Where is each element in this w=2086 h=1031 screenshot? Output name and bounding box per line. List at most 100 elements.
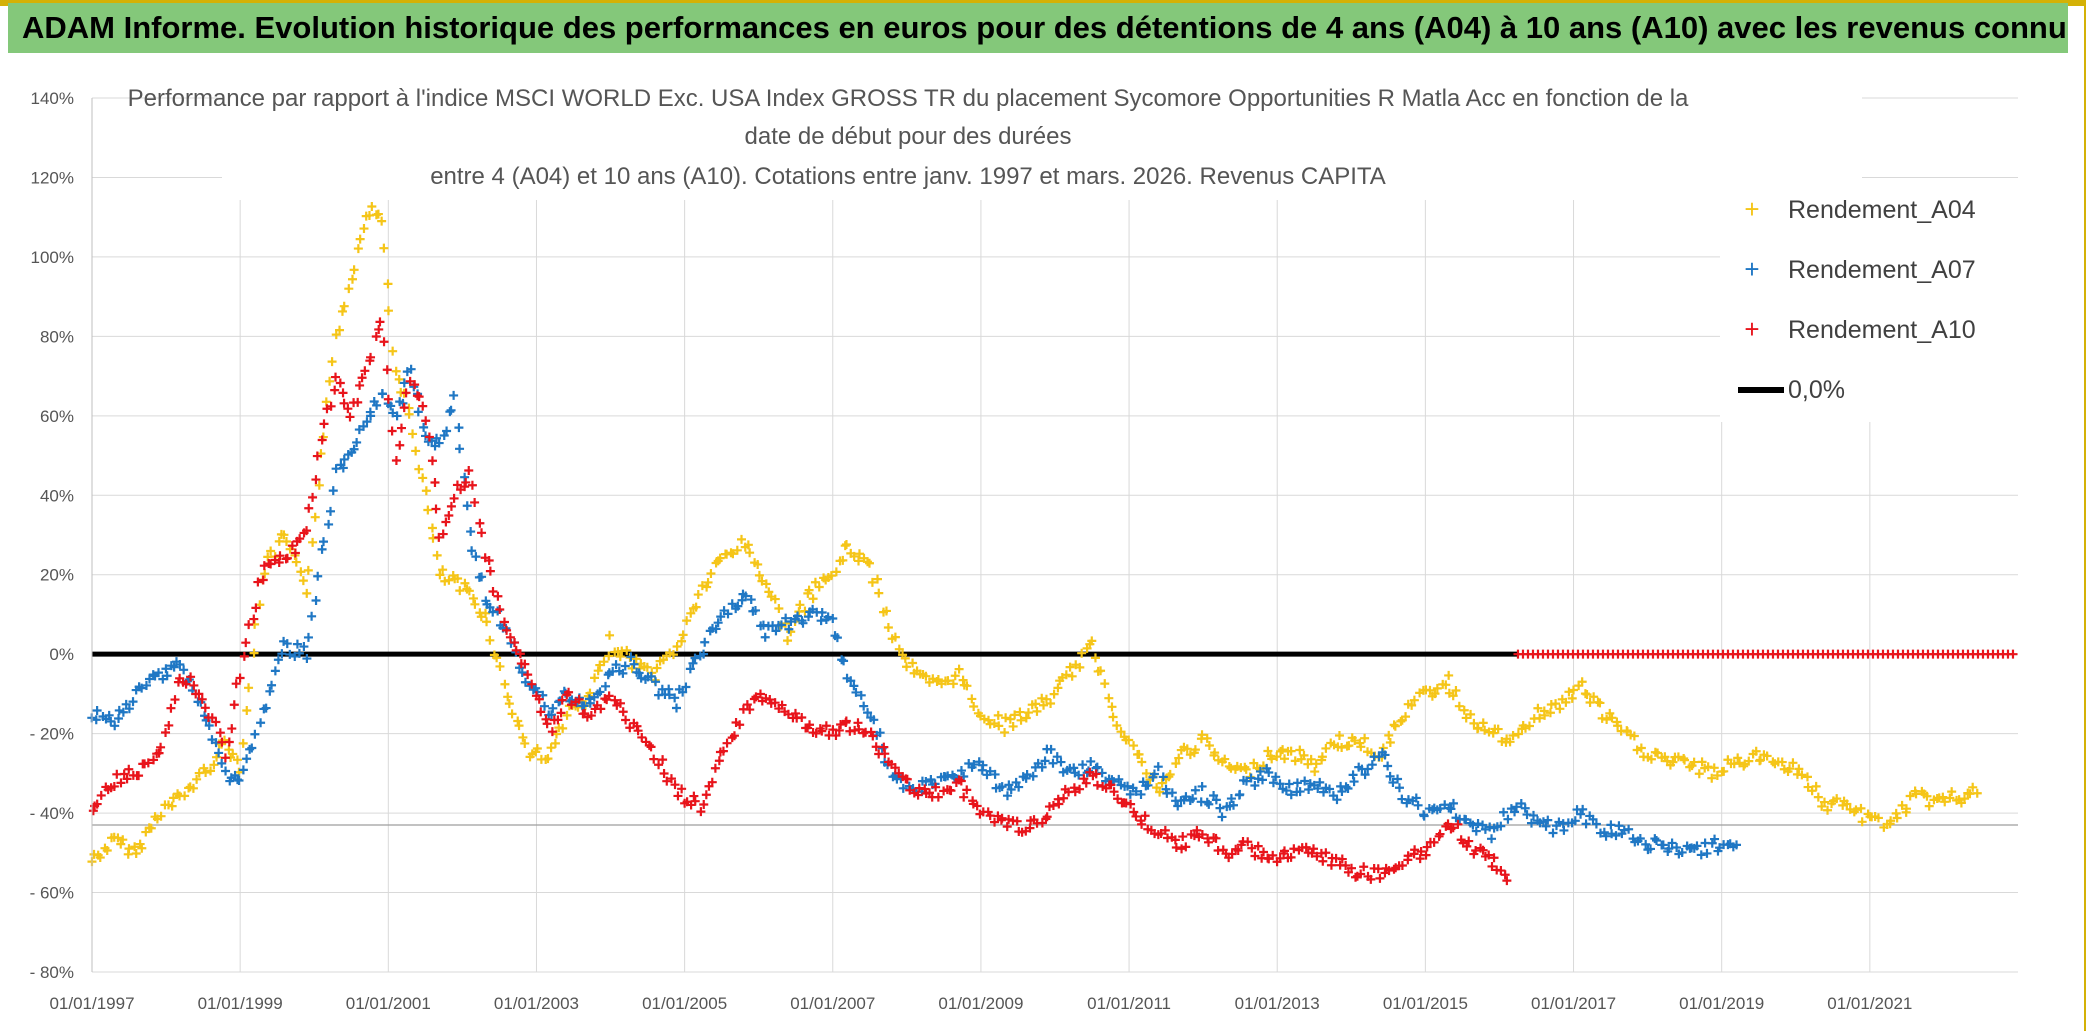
point-rendement-a07 (247, 743, 257, 753)
point-rendement-a10 (1126, 799, 1136, 809)
point-rendement-a04 (1602, 715, 1612, 725)
point-rendement-a07 (1188, 794, 1198, 804)
point-rendement-a04 (353, 244, 363, 254)
legend-a10-label: Rendement_A10 (1788, 316, 1976, 344)
point-rendement-a04 (492, 653, 502, 663)
point-rendement-a04 (678, 630, 688, 640)
point-rendement-a04 (754, 570, 764, 580)
point-rendement-a07 (1255, 766, 1265, 776)
title-backdrop (222, 88, 1862, 200)
point-rendement-a10 (1106, 780, 1116, 790)
point-rendement-a04 (327, 357, 337, 367)
point-rendement-a04 (1401, 712, 1411, 722)
point-rendement-a04 (770, 594, 780, 604)
point-rendement-a07 (898, 783, 908, 793)
point-rendement-a04 (1585, 698, 1595, 708)
point-rendement-a04 (238, 738, 248, 748)
point-rendement-a04 (1508, 730, 1518, 740)
point-rendement-a04 (615, 652, 625, 662)
point-rendement-a07 (1403, 795, 1413, 805)
point-rendement-a10 (1275, 853, 1285, 863)
point-rendement-a10 (391, 456, 401, 466)
point-rendement-a04 (1697, 757, 1707, 767)
point-rendement-a04 (349, 265, 359, 275)
point-rendement-a04 (814, 582, 824, 592)
point-rendement-a10 (1054, 799, 1064, 809)
point-rendement-a04 (1116, 727, 1126, 737)
point-rendement-a10 (1453, 819, 1463, 829)
point-rendement-a04 (1777, 757, 1787, 767)
point-rendement-a10 (488, 586, 498, 596)
point-rendement-a07 (285, 649, 295, 659)
point-rendement-a10 (1042, 812, 1052, 822)
point-rendement-a04 (761, 579, 771, 589)
point-rendement-a07 (1601, 831, 1611, 841)
point-rendement-a10 (1366, 874, 1376, 884)
point-rendement-a04 (652, 663, 662, 673)
point-rendement-a04 (1733, 753, 1743, 763)
point-rendement-a10 (1375, 873, 1385, 883)
point-rendement-a07 (238, 765, 248, 775)
point-rendement-a07 (1576, 809, 1586, 819)
point-rendement-a10 (880, 749, 890, 759)
point-rendement-a10 (405, 376, 415, 386)
point-rendement-a10 (1059, 793, 1069, 803)
point-rendement-a10 (1211, 833, 1221, 843)
point-rendement-a04 (232, 755, 242, 765)
point-rendement-a07 (419, 422, 429, 432)
y-tick-label: 100% (31, 248, 74, 267)
point-rendement-a07 (1292, 778, 1302, 788)
point-rendement-a10 (156, 742, 166, 752)
point-rendement-a07 (328, 486, 338, 496)
point-rendement-a04 (808, 594, 818, 604)
point-rendement-a04 (1597, 713, 1607, 723)
point-rendement-a10 (1464, 836, 1474, 846)
point-rendement-a04 (1065, 662, 1075, 672)
point-rendement-a04 (1023, 708, 1033, 718)
point-rendement-a04 (1112, 720, 1122, 730)
point-rendement-a07 (700, 637, 710, 647)
point-rendement-a07 (1732, 840, 1742, 850)
point-rendement-a07 (990, 769, 1000, 779)
point-rendement-a10 (1233, 846, 1243, 856)
point-rendement-a10 (251, 603, 261, 613)
point-rendement-a07 (869, 715, 879, 725)
point-rendement-a07 (1646, 844, 1655, 854)
point-rendement-a10 (701, 790, 711, 800)
point-rendement-a04 (411, 446, 421, 456)
point-rendement-a10 (854, 724, 864, 734)
point-rendement-a07 (1496, 821, 1506, 831)
point-rendement-a07 (454, 423, 464, 433)
point-rendement-a04 (1311, 759, 1321, 769)
point-rendement-a10 (290, 548, 300, 558)
legend: + Rendement_A04 + Rendement_A07 + Rendem… (1720, 186, 2020, 422)
point-rendement-a04 (693, 590, 703, 600)
point-rendement-a10 (1318, 856, 1328, 866)
point-rendement-a10 (399, 403, 409, 413)
point-rendement-a07 (781, 613, 791, 623)
point-rendement-a10 (374, 324, 384, 334)
point-rendement-a07 (1393, 774, 1403, 784)
point-rendement-a10 (96, 790, 106, 800)
point-rendement-a07 (817, 607, 827, 617)
y-tick-label: 60% (40, 407, 74, 426)
point-rendement-a04 (1719, 766, 1729, 776)
point-rendement-a04 (331, 330, 341, 340)
point-rendement-a04 (1249, 758, 1259, 768)
point-rendement-a07 (1343, 783, 1353, 793)
point-rendement-a10 (777, 700, 787, 710)
point-rendement-a10 (797, 713, 807, 723)
point-rendement-a07 (434, 438, 444, 448)
point-rendement-a10 (621, 715, 631, 725)
point-rendement-a04 (732, 545, 742, 555)
point-rendement-a04 (1636, 743, 1646, 753)
point-rendement-a07 (863, 708, 873, 718)
point-rendement-a10 (673, 791, 683, 801)
point-rendement-a04 (994, 721, 1004, 731)
point-rendement-a04 (677, 636, 687, 646)
point-rendement-a04 (1385, 737, 1395, 747)
point-rendement-a04 (1000, 727, 1010, 737)
point-rendement-a07 (548, 703, 558, 713)
point-rendement-a04 (1224, 761, 1234, 771)
